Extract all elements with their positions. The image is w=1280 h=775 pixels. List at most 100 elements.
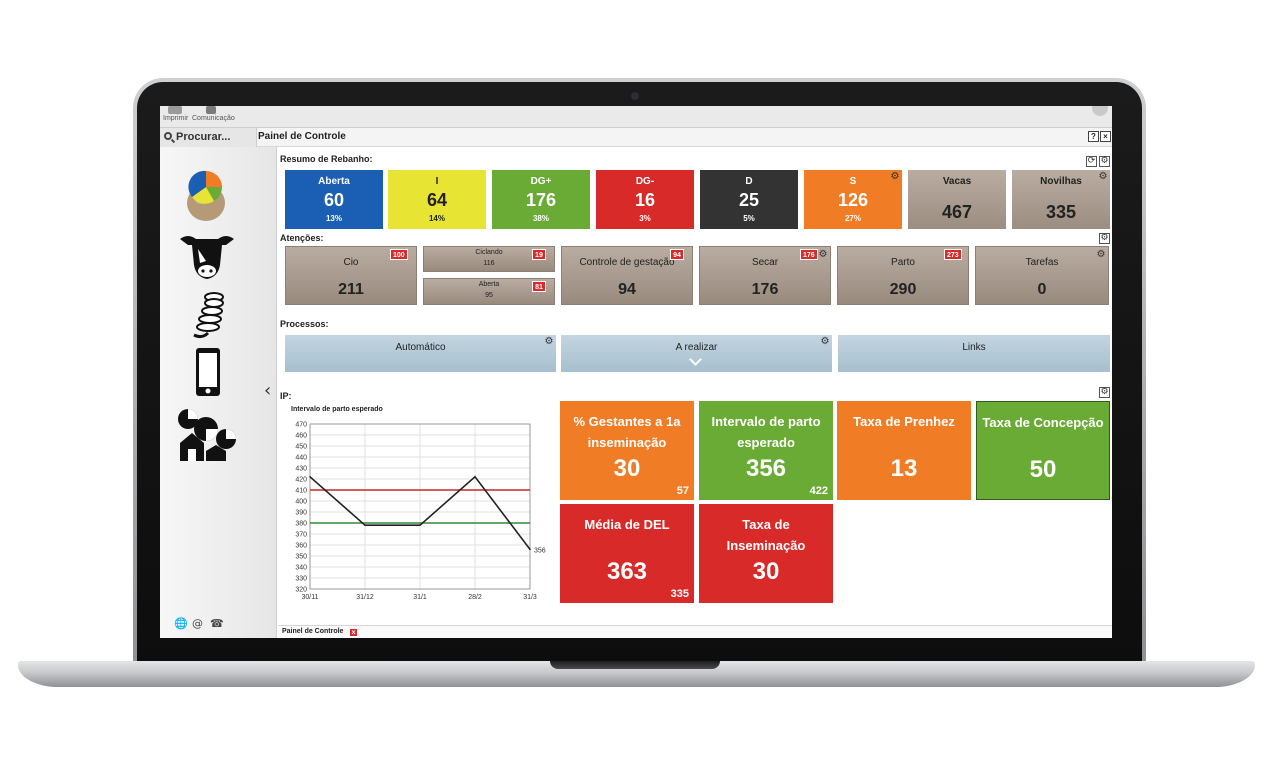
series-point xyxy=(474,476,476,478)
chart-frame xyxy=(309,423,531,590)
x-tick-label: 31/1 xyxy=(413,594,427,601)
resumo-tile[interactable]: DG- 16 3% xyxy=(596,170,694,229)
attention-tarefas-label: Tarefas xyxy=(1025,257,1059,268)
attention-controle-gestacao[interactable]: Controle de gestação 94 94 xyxy=(561,246,693,305)
kpi-tile[interactable]: Taxa de Concepção 50 xyxy=(976,401,1110,500)
at-icon[interactable]: @ xyxy=(192,617,203,630)
printer-icon[interactable] xyxy=(168,106,182,114)
collapse-sidebar-button[interactable]: ‹ xyxy=(264,380,272,401)
automatico-gear-icon[interactable]: ⚙ xyxy=(544,336,554,347)
process-automatico-label: Automático xyxy=(395,342,446,353)
attention-tarefas[interactable]: Tarefas 0 ⚙ xyxy=(975,246,1109,305)
cow-head-icon[interactable] xyxy=(178,231,236,281)
secar-gear-icon[interactable]: ⚙ xyxy=(818,249,828,260)
attention-aberta[interactable]: Aberta 95 81 xyxy=(423,278,555,305)
atencoes-gear-icon[interactable]: ⚙ xyxy=(1099,233,1110,244)
tile-gear-icon[interactable]: ⚙ xyxy=(890,171,900,182)
attention-parto-value: 290 xyxy=(889,281,917,298)
resumo-tile-pct: 27% xyxy=(844,214,861,223)
resumo-tile-pct: 5% xyxy=(743,214,755,223)
kpi-sub-value: 422 xyxy=(809,485,828,497)
resumo-tile-pct: 13% xyxy=(325,214,342,223)
gear-icon[interactable]: ⚙ xyxy=(1099,156,1110,167)
toolbar-communication[interactable]: Comunicação xyxy=(192,115,235,122)
farm-pie-icon[interactable] xyxy=(176,405,238,463)
y-tick-label: 450 xyxy=(295,444,307,451)
resumo-tile[interactable]: Novilhas 335 ⚙ xyxy=(1012,170,1110,229)
attention-secar[interactable]: Secar 176 176 ⚙ xyxy=(699,246,831,305)
y-tick-label: 470 xyxy=(295,422,307,429)
kpi-tile[interactable]: Taxa de Prenhez 13 xyxy=(837,401,971,500)
attention-aberta-badge: 81 xyxy=(532,281,546,292)
series-point xyxy=(309,476,311,478)
attention-controle-label: Controle de gestação xyxy=(579,257,675,268)
process-links[interactable]: Links xyxy=(838,335,1110,372)
y-tick-label: 350 xyxy=(295,554,307,561)
footer-tab-close-icon[interactable]: x xyxy=(350,629,357,636)
kpi-label: Taxa de Prenhez xyxy=(853,414,955,429)
pie-chart-egg-icon[interactable] xyxy=(184,169,230,223)
resumo-tile-pct: 38% xyxy=(532,214,549,223)
attention-parto[interactable]: Parto 290 273 xyxy=(837,246,969,305)
kpi-tile[interactable]: Intervalo de parto esperado 356 422 xyxy=(699,401,833,500)
kpi-sub-value: 335 xyxy=(670,588,689,600)
attention-ciclando-label: Ciclando xyxy=(475,249,503,256)
close-button[interactable]: × xyxy=(1100,131,1111,142)
phone-icon[interactable]: ☎ xyxy=(210,617,224,630)
series-point xyxy=(364,524,366,526)
kpi-tile[interactable]: Taxa de Inseminação 30 xyxy=(699,504,833,603)
globe-icon[interactable]: 🌐 xyxy=(174,617,188,630)
y-tick-label: 430 xyxy=(295,466,307,473)
coins-stack-icon[interactable] xyxy=(192,289,228,339)
resumo-tile[interactable]: D 25 5% xyxy=(700,170,798,229)
x-tick-label: 30/11 xyxy=(302,594,319,601)
resumo-tile-value: 25 xyxy=(738,190,760,210)
footer-tab-painel[interactable]: Painel de Controle xyxy=(282,628,344,635)
end-value-label: 356 xyxy=(534,547,546,554)
tarefas-gear-icon[interactable]: ⚙ xyxy=(1096,249,1106,260)
process-a-realizar-label: A realizar xyxy=(675,342,718,353)
kpi-value: 30 xyxy=(752,558,780,585)
resumo-tile[interactable]: DG+ 176 38% xyxy=(492,170,590,229)
resumo-tile[interactable]: I 64 14% xyxy=(388,170,486,229)
y-tick-label: 370 xyxy=(295,532,307,539)
attention-ciclando-badge: 19 xyxy=(532,249,546,260)
y-tick-label: 460 xyxy=(295,433,307,440)
ip-chart-svg: 470 460 450 440 430 420 410 400 390 380 370 360 350 3… xyxy=(295,422,546,602)
kpi-tile[interactable]: % Gestantes a 1a inseminação 30 57 xyxy=(560,401,694,500)
search-input[interactable]: Procurar... xyxy=(160,128,257,147)
process-automatico[interactable]: Automático ⚙ xyxy=(285,335,556,372)
smartphone-icon[interactable] xyxy=(195,347,221,397)
refresh-icon[interactable]: ⟳ xyxy=(1086,156,1097,167)
resumo-tile[interactable]: S 126 27% ⚙ xyxy=(804,170,902,229)
antenna-icon[interactable] xyxy=(206,106,216,114)
resumo-tile-value: 64 xyxy=(426,190,448,210)
resumo-tile-label: Vacas xyxy=(942,176,972,187)
series-point xyxy=(529,548,531,551)
x-tick-label: 31/3 xyxy=(523,594,537,601)
chevron-down-icon[interactable] xyxy=(688,353,702,366)
resumo-tile-label: D xyxy=(745,176,753,187)
resumo-tile[interactable]: Vacas 467 xyxy=(908,170,1006,229)
resumo-tile[interactable]: Aberta 60 13% xyxy=(285,170,383,229)
tile-gear-icon[interactable]: ⚙ xyxy=(1098,171,1108,182)
resumo-tile-pct: 3% xyxy=(639,214,651,223)
help-button[interactable]: ? xyxy=(1088,131,1099,142)
process-a-realizar[interactable]: A realizar ⚙ xyxy=(561,335,832,372)
attention-ciclando-value: 116 xyxy=(483,260,495,267)
laptop-notch xyxy=(550,661,720,669)
attention-cio[interactable]: Cio 211 100 xyxy=(285,246,417,305)
toolbar-print[interactable]: Imprimir xyxy=(163,115,189,122)
attention-ciclando[interactable]: Ciclando 116 19 xyxy=(423,246,555,272)
kpi-tile[interactable]: Média de DEL 363 335 xyxy=(560,504,694,603)
ip-gear-icon[interactable]: ⚙ xyxy=(1099,387,1110,398)
a-realizar-gear-icon[interactable]: ⚙ xyxy=(820,336,830,347)
attention-secar-value: 176 xyxy=(751,281,779,298)
chart-title: Intervalo de parto esperado xyxy=(291,406,383,413)
attention-cio-badge: 100 xyxy=(390,249,408,260)
y-tick-label: 380 xyxy=(295,521,307,528)
attention-parto-label: Parto xyxy=(891,257,915,268)
resumo-tile-value: 176 xyxy=(525,190,557,210)
window-corner-button[interactable] xyxy=(1092,106,1108,116)
